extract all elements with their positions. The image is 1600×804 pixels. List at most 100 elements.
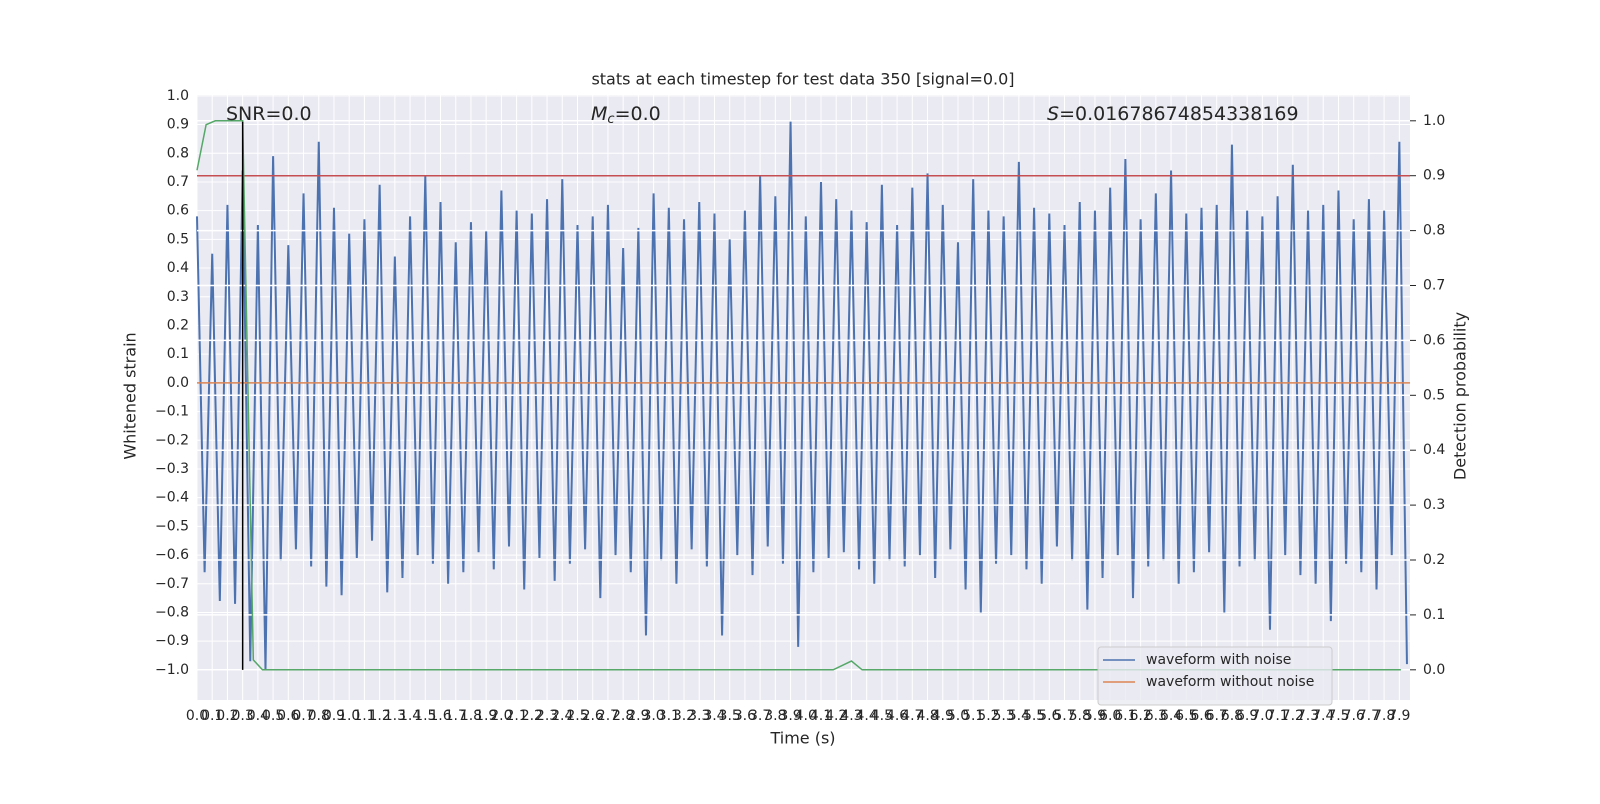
legend-label: waveform with noise <box>1146 652 1291 668</box>
x-tick-label: 0.7 <box>292 708 314 724</box>
y-tick-label: −0.9 <box>155 633 189 649</box>
x-tick-label: 5.5 <box>1023 708 1045 724</box>
x-tick-label: 2.7 <box>597 708 619 724</box>
x-tick-label: 3.3 <box>688 708 710 724</box>
y2-tick-label: 0.6 <box>1423 332 1445 348</box>
annotation: S=0.01678674854338169 <box>1047 103 1299 125</box>
x-tick-label: 0.1 <box>201 708 223 724</box>
x-tick-label: 5.7 <box>1053 708 1075 724</box>
y2-tick-label: 0.3 <box>1423 497 1445 513</box>
x-tick-label: 3.7 <box>749 708 771 724</box>
x-tick-label: 0.8 <box>308 708 330 724</box>
x-tick-label: 7.8 <box>1373 708 1395 724</box>
x-tick-label: 3.8 <box>764 708 786 724</box>
x-tick-label: 7.2 <box>1282 708 1304 724</box>
x-tick-label: 5.4 <box>1008 708 1030 724</box>
x-tick-label: 5.3 <box>993 708 1015 724</box>
x-tick-label: 7.0 <box>1251 708 1273 724</box>
annotation: SNR=0.0 <box>226 103 312 125</box>
series-line <box>196 120 1401 671</box>
x-tick-label: 5.1 <box>962 708 984 724</box>
y-tick-label: 0.0 <box>167 375 189 391</box>
y-tick-label: 0.1 <box>167 346 189 362</box>
x-tick-label: 7.9 <box>1388 708 1410 724</box>
y-tick-label: −0.2 <box>155 432 189 448</box>
x-tick-label: 3.1 <box>658 708 680 724</box>
x-tick-label: 0.2 <box>216 708 238 724</box>
x-axis-label: Time (s) <box>769 729 835 748</box>
x-tick-label: 2.5 <box>566 708 588 724</box>
x-tick-label: 1.1 <box>353 708 375 724</box>
x-tick-label: 3.5 <box>719 708 741 724</box>
x-tick-label: 1.4 <box>399 708 421 724</box>
x-tick-label: 6.7 <box>1206 708 1228 724</box>
y2-tick-label: 0.8 <box>1423 223 1445 239</box>
x-tick-label: 3.0 <box>642 708 664 724</box>
y-tick-label: 0.8 <box>167 145 189 161</box>
x-tick-label: 2.3 <box>536 708 558 724</box>
x-tick-label: 4.4 <box>856 708 878 724</box>
x-tick-label: 5.2 <box>977 708 999 724</box>
x-tick-label: 3.9 <box>779 708 801 724</box>
x-tick-label: 5.9 <box>1084 708 1106 724</box>
x-tick-label: 0.0 <box>186 708 208 724</box>
annotation-symbol: M <box>591 103 607 125</box>
legend-box <box>1097 646 1333 706</box>
x-tick-label: 7.1 <box>1266 708 1288 724</box>
y2-tick-label: 0.2 <box>1423 552 1445 568</box>
y-tick-label: 0.6 <box>167 203 189 219</box>
legend-label: waveform without noise <box>1146 674 1314 690</box>
x-tick-label: 6.3 <box>1145 708 1167 724</box>
y2-tick-label: 0.9 <box>1423 168 1445 184</box>
x-tick-label: 2.1 <box>505 708 527 724</box>
y2-tick-label: 0.0 <box>1423 662 1445 678</box>
y-tick-label: 0.3 <box>167 289 189 305</box>
annotation: Mc=0.0 <box>591 103 661 127</box>
x-tick-label: 7.7 <box>1358 708 1380 724</box>
x-tick-label: 1.6 <box>429 708 451 724</box>
x-tick-label: 4.7 <box>901 708 923 724</box>
x-tick-label: 5.6 <box>1038 708 1060 724</box>
x-tick-label: 2.0 <box>490 708 512 724</box>
x-tick-label: 3.6 <box>734 708 756 724</box>
x-tick-label: 6.8 <box>1221 708 1243 724</box>
x-tick-label: 4.2 <box>825 708 847 724</box>
x-tick-label: 1.8 <box>460 708 482 724</box>
y2-tick-label: 0.4 <box>1423 442 1445 458</box>
y-tick-label: −0.6 <box>155 547 189 563</box>
y-tick-label: 0.7 <box>167 174 189 190</box>
y-tick-label: −0.1 <box>155 404 189 420</box>
x-tick-label: 4.8 <box>916 708 938 724</box>
annotation-subscript: c <box>607 112 614 127</box>
x-tick-label: 1.3 <box>384 708 406 724</box>
x-tick-label: 4.5 <box>871 708 893 724</box>
x-tick-label: 3.2 <box>673 708 695 724</box>
x-tick-label: 6.5 <box>1175 708 1197 724</box>
y2-tick-label: 0.7 <box>1423 278 1445 294</box>
annotation-text: =0.0 <box>615 103 661 125</box>
chart-title: stats at each timestep for test data 350… <box>591 70 1014 89</box>
x-tick-label: 4.1 <box>810 708 832 724</box>
x-tick-label: 2.4 <box>551 708 573 724</box>
x-tick-label: 6.4 <box>1160 708 1182 724</box>
x-tick-label: 0.9 <box>323 708 345 724</box>
y2-tick-label: 0.5 <box>1423 387 1445 403</box>
x-tick-label: 7.5 <box>1327 708 1349 724</box>
y-tick-label: −0.8 <box>155 604 189 620</box>
y-tick-label: 0.4 <box>167 260 189 276</box>
x-tick-label: 3.4 <box>703 708 725 724</box>
y-axis-label: Whitened strain <box>121 332 140 459</box>
y-tick-label: 1.0 <box>167 88 189 104</box>
x-tick-label: 6.0 <box>1099 708 1121 724</box>
x-tick-label: 0.5 <box>262 708 284 724</box>
y-tick-label: −0.4 <box>155 490 189 506</box>
x-tick-label: 2.8 <box>612 708 634 724</box>
x-tick-label: 2.6 <box>582 708 604 724</box>
x-tick-label: 4.0 <box>795 708 817 724</box>
x-tick-label: 5.8 <box>1069 708 1091 724</box>
y-tick-label: 0.9 <box>167 117 189 133</box>
x-tick-label: 7.4 <box>1312 708 1334 724</box>
x-tick-label: 0.4 <box>247 708 269 724</box>
annotation-text: SNR=0.0 <box>226 103 312 125</box>
